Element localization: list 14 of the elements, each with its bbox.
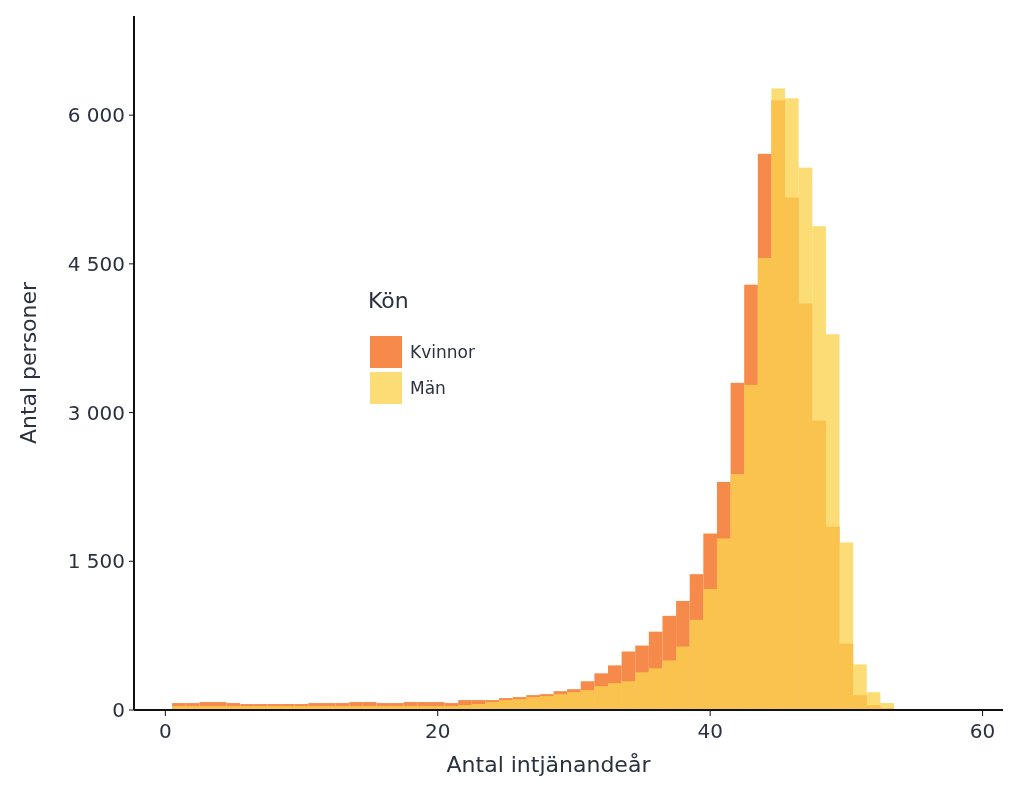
legend-label: Kvinnor bbox=[410, 341, 475, 362]
y-tick-label: 6 000 bbox=[67, 103, 125, 128]
y-axis-title: Antal personer bbox=[16, 280, 41, 445]
x-tick-label: 40 bbox=[697, 719, 723, 743]
x-tick-label: 0 bbox=[158, 719, 172, 743]
x-axis-title: Antal intjänandeår bbox=[446, 752, 652, 777]
legend-label: Män bbox=[410, 377, 446, 398]
legend-title: Kön bbox=[368, 288, 409, 313]
x-tick-label: 60 bbox=[969, 719, 996, 743]
y-tick-label: 3 000 bbox=[67, 400, 125, 425]
y-tick-label: 0 bbox=[112, 698, 125, 722]
y-tick-label: 4 500 bbox=[67, 251, 125, 276]
y-tick-label: 1 500 bbox=[67, 549, 125, 574]
x-tick-label: 20 bbox=[425, 719, 451, 743]
